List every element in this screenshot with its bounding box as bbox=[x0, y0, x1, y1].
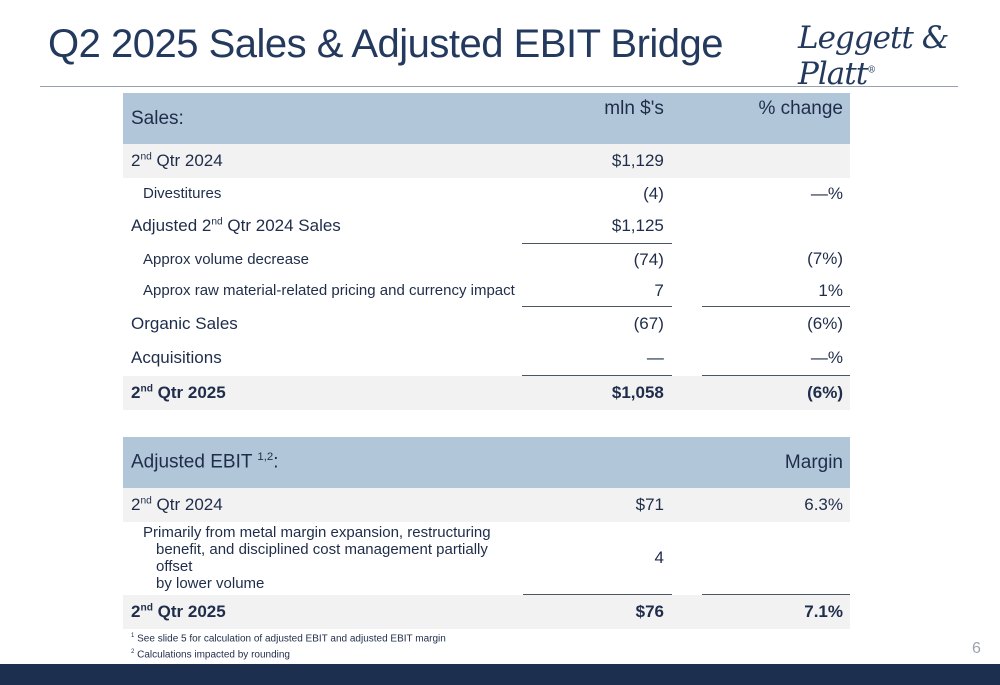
row-label: Primarily from metal margin expansion, r… bbox=[143, 524, 491, 593]
row-value: $1,058 bbox=[521, 375, 672, 410]
table-row: Primarily from metal margin expansion, r… bbox=[123, 522, 850, 595]
table-row: 2nd Qtr 2024 $71 6.3% bbox=[123, 488, 850, 522]
table-row: Divestitures (4) —% bbox=[123, 178, 850, 209]
row-pct: 1% bbox=[818, 280, 843, 300]
company-logo: Leggett & Platt® bbox=[798, 20, 949, 92]
row-pct: (6%) bbox=[702, 306, 850, 341]
ebit-header-label: Adjusted EBIT 1,2: bbox=[123, 437, 524, 488]
row-label: Approx raw material-related pricing and … bbox=[143, 282, 515, 300]
title-divider bbox=[40, 86, 958, 87]
row-label: 2nd Qtr 2025 bbox=[123, 594, 524, 629]
row-label: Divestitures bbox=[143, 185, 222, 202]
page-title: Q2 2025 Sales & Adjusted EBIT Bridge bbox=[48, 22, 724, 66]
row-value: $1,125 bbox=[611, 216, 664, 235]
row-value: (74) bbox=[521, 243, 672, 275]
row-pct bbox=[702, 144, 850, 178]
table-row: Approx raw material-related pricing and … bbox=[123, 275, 850, 307]
row-value: $71 bbox=[523, 488, 673, 522]
row-label: 2nd Qtr 2024 bbox=[123, 488, 524, 522]
row-pct: (7%) bbox=[807, 249, 843, 269]
row-value: (4) bbox=[643, 183, 664, 203]
row-pct: 6.3% bbox=[702, 488, 850, 522]
row-label: Acquisitions bbox=[131, 348, 222, 368]
footnote-1: 1 See slide 5 for calculation of adjuste… bbox=[131, 633, 446, 645]
table-row-total: 2nd Qtr 2025 $76 7.1% bbox=[123, 594, 850, 629]
row-value: $76 bbox=[523, 594, 673, 629]
table-row: Acquisitions — —% bbox=[123, 341, 850, 376]
row-pct bbox=[702, 209, 850, 244]
footnote-2: 2 Calculations impacted by rounding bbox=[131, 649, 290, 661]
table-row: Adjusted 2nd Qtr 2024 Sales $1,125 bbox=[123, 209, 850, 244]
row-pct: —% bbox=[810, 348, 843, 367]
sales-header-row: Sales: mln $'s % change bbox=[123, 93, 850, 144]
row-value: — bbox=[646, 348, 664, 367]
row-label: Approx volume decrease bbox=[143, 250, 309, 268]
row-value: 7 bbox=[654, 280, 664, 300]
ebit-bridge-table: Adjusted EBIT 1,2: Margin 2nd Qtr 2024 $… bbox=[123, 437, 850, 629]
row-label: 2nd Qtr 2025 bbox=[123, 375, 522, 410]
row-label: Adjusted 2nd Qtr 2024 Sales bbox=[131, 216, 341, 236]
ebit-header-row: Adjusted EBIT 1,2: Margin bbox=[123, 437, 850, 488]
table-row: Organic Sales (67) (6%) bbox=[123, 306, 850, 341]
sales-header-mln: mln $'s bbox=[521, 93, 672, 144]
page-number: 6 bbox=[972, 640, 981, 657]
row-label: 2nd Qtr 2024 bbox=[123, 144, 522, 178]
row-label: Organic Sales bbox=[131, 313, 238, 333]
row-value: $1,129 bbox=[521, 144, 672, 178]
row-pct: (6%) bbox=[702, 375, 850, 410]
row-pct: —% bbox=[810, 183, 843, 203]
sales-header-label: Sales: bbox=[123, 93, 522, 144]
table-row: Approx volume decrease (74) (7%) bbox=[123, 243, 850, 275]
table-row: 2nd Qtr 2024 $1,129 bbox=[123, 144, 850, 178]
row-pct bbox=[702, 522, 850, 595]
row-pct: 7.1% bbox=[702, 594, 850, 629]
ebit-header-margin: Margin bbox=[702, 437, 850, 488]
table-row-total: 2nd Qtr 2025 $1,058 (6%) bbox=[123, 375, 850, 410]
footer-bar bbox=[0, 664, 1000, 685]
sales-header-pct: % change bbox=[702, 93, 850, 144]
row-value: 4 bbox=[654, 548, 665, 567]
sales-bridge-table: Sales: mln $'s % change 2nd Qtr 2024 $1,… bbox=[123, 93, 850, 410]
row-value: (67) bbox=[521, 306, 672, 341]
